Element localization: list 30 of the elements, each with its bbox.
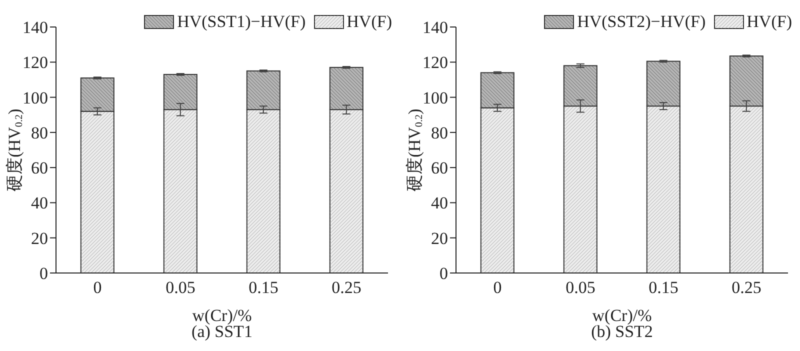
legend-label: HV(F) (346, 12, 392, 32)
y-tick-label: 120 (22, 53, 48, 72)
legend-label: HV(SST1)−HV(F) (177, 12, 306, 32)
y-tick-label: 0 (40, 264, 48, 284)
y-tick-label: 0 (440, 264, 448, 284)
x-tick-label: 0.05 (566, 278, 596, 298)
y-tick-label: 100 (422, 88, 448, 108)
y-tick-label: 60 (431, 158, 448, 178)
x-tick-label: 0.15 (648, 278, 678, 298)
legend-label: HV(F) (746, 12, 792, 32)
y-tick-label: 80 (431, 123, 448, 142)
x-tick-label: 0 (493, 278, 502, 298)
y-tick-label: 140 (22, 18, 48, 38)
y-tick-label: 40 (431, 194, 448, 213)
y-tick-label: 60 (31, 158, 48, 178)
x-axis-title: w(Cr)/% (592, 306, 652, 325)
y-tick-label: 20 (31, 228, 48, 248)
y-tick-label: 40 (31, 194, 48, 213)
y-tick-label: 20 (431, 228, 448, 248)
y-tick-label: 140 (422, 18, 448, 38)
x-tick-label: 0 (93, 278, 102, 298)
x-tick-label: 0.25 (732, 278, 762, 298)
y-tick-label: 120 (422, 53, 448, 72)
x-axis-title: w(Cr)/% (192, 306, 252, 325)
y-tick-label: 100 (22, 88, 48, 108)
x-tick-label: 0.25 (332, 278, 362, 298)
y-tick-label: 80 (31, 123, 48, 142)
x-tick-label: 0.15 (248, 278, 278, 298)
x-tick-label: 0.05 (166, 278, 196, 298)
legend-label: HV(SST2)−HV(F) (577, 12, 706, 32)
